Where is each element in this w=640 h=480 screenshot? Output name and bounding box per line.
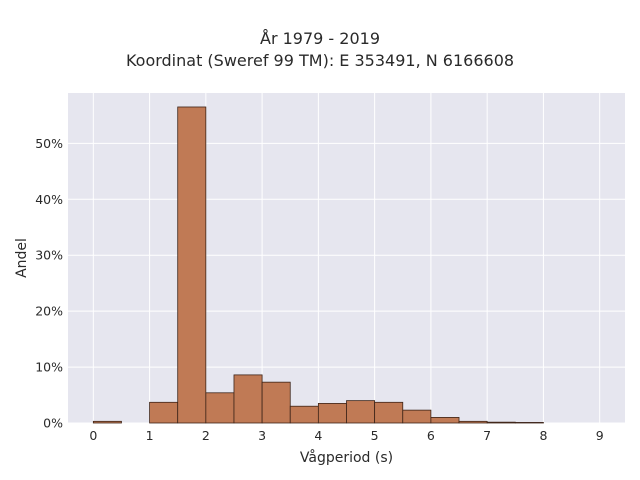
- histogram-bars: [92, 106, 544, 424]
- chart-title-line-2: Koordinat (Sweref 99 TM): E 353491, N 61…: [125, 51, 515, 70]
- histogram-bar: [458, 420, 488, 424]
- x-tick-label: 7: [483, 428, 491, 443]
- x-axis-label: Vågperiod (s): [300, 449, 393, 466]
- x-tick-label: 4: [314, 428, 322, 443]
- x-tick-labels: 0 1 2 3 4 5 6 7 8 9: [89, 428, 603, 443]
- chart-title-line-1: År 1979 - 2019: [260, 29, 380, 48]
- y-tick-label: 10%: [35, 360, 63, 375]
- histogram-bar: [402, 409, 432, 424]
- y-tick-label: 40%: [35, 192, 63, 207]
- x-tick-label: 9: [596, 428, 604, 443]
- histogram-bar: [514, 422, 544, 424]
- x-tick-label: 0: [89, 428, 97, 443]
- y-tick-label: 0%: [43, 416, 63, 431]
- histogram-bar: [317, 403, 347, 424]
- x-tick-label: 3: [258, 428, 266, 443]
- histogram-bar: [346, 400, 376, 424]
- y-axis-label: Andel: [14, 238, 30, 278]
- histogram-bar: [205, 392, 235, 424]
- y-tick-labels: 0% 10% 20% 30% 40% 50%: [35, 136, 63, 431]
- histogram-bar: [374, 401, 404, 424]
- plot-background: [68, 93, 625, 423]
- y-tick-label: 20%: [35, 304, 63, 319]
- histogram-bar: [177, 106, 207, 424]
- x-tick-label: 8: [539, 428, 547, 443]
- y-tick-label: 50%: [35, 136, 63, 151]
- histogram-bar: [486, 421, 516, 424]
- histogram-bar: [233, 374, 263, 424]
- histogram-bar: [261, 381, 291, 424]
- x-tick-label: 2: [202, 428, 210, 443]
- histogram-bar: [289, 405, 319, 424]
- x-tick-label: 1: [146, 428, 154, 443]
- x-tick-label: 5: [371, 428, 379, 443]
- y-tick-label: 30%: [35, 248, 63, 263]
- x-tick-label: 6: [427, 428, 435, 443]
- histogram-bar: [430, 417, 460, 424]
- histogram-bar: [149, 401, 179, 424]
- histogram-bar: [92, 420, 122, 424]
